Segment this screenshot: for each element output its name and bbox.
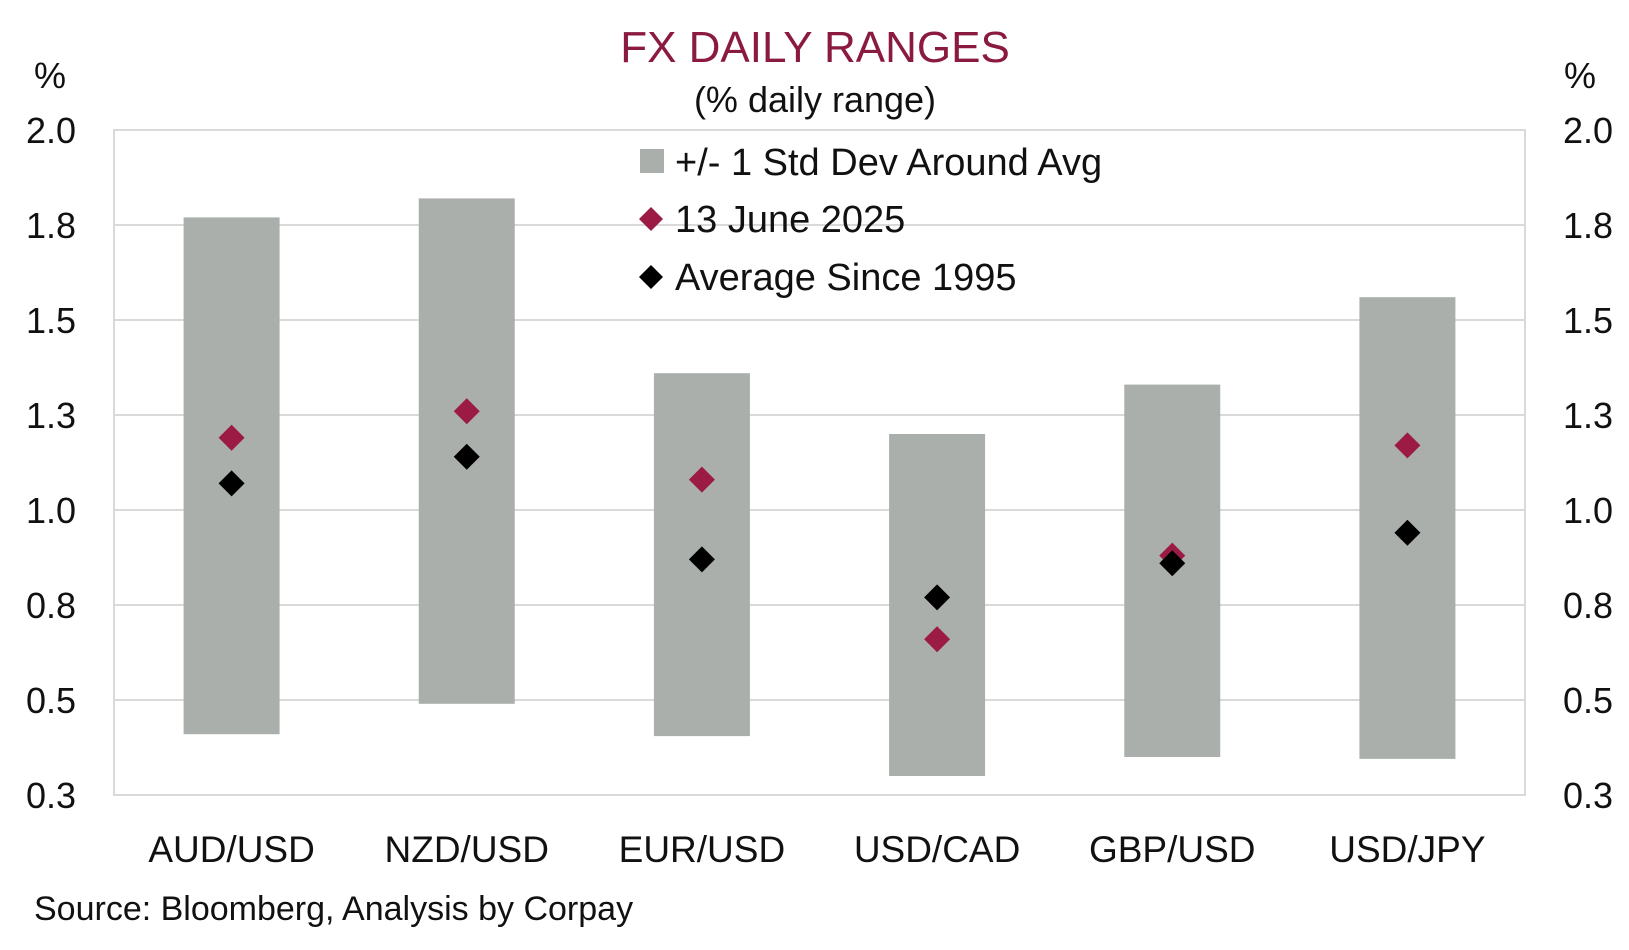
x-category-label: NZD/USD — [385, 829, 549, 870]
legend-label-average: Average Since 1995 — [675, 257, 1017, 299]
x-axis: AUD/USD NZD/USD EUR/USD USD/CAD GBP/USD USD/J… — [148, 829, 1485, 870]
y-tick-label-right: 1.5 — [1563, 300, 1613, 341]
marker-13-june-2025 — [453, 398, 480, 425]
plot-area-border — [113, 129, 1526, 796]
y-tick-label-left: 1.8 — [26, 205, 76, 246]
marker-average-since-1995 — [688, 546, 715, 573]
legend-label-june: 13 June 2025 — [675, 199, 905, 241]
marker-13-june-2025 — [1394, 432, 1421, 459]
y-axis-right: 0.3 0.5 0.8 1.0 1.3 1.5 1.8 2.0 — [1563, 110, 1613, 816]
y-tick-label-left: 0.3 — [26, 775, 76, 816]
x-category-label: USD/JPY — [1329, 829, 1485, 870]
y-tick-label-left: 1.3 — [26, 395, 76, 436]
x-category-label: AUD/USD — [148, 829, 315, 870]
marker-13-june-2025 — [218, 424, 245, 451]
marker-13-june-2025 — [688, 466, 715, 493]
y-tick-label-left: 1.0 — [26, 490, 76, 531]
x-category-label: USD/CAD — [854, 829, 1021, 870]
marker-average-since-1995 — [1159, 550, 1186, 577]
legend-label-range: +/- 1 Std Dev Around Avg — [675, 142, 1102, 184]
marker-average-since-1995 — [924, 584, 951, 611]
marker-13-june-2025 — [924, 626, 951, 653]
y-axis-left: 0.3 0.5 0.8 1.0 1.3 1.5 1.8 2.0 — [26, 110, 76, 816]
marker-average-since-1995 — [218, 470, 245, 497]
legend: +/- 1 Std Dev Around Avg 13 June 2025 Av… — [639, 142, 1102, 299]
y-tick-label-right: 0.8 — [1563, 585, 1613, 626]
markers — [218, 398, 1421, 653]
chart-title: FX DAILY RANGES — [620, 23, 1010, 72]
marker-average-since-1995 — [453, 443, 480, 470]
legend-swatch-average — [639, 265, 663, 289]
y-tick-label-left: 1.5 — [26, 300, 76, 341]
gridlines — [114, 224, 1525, 701]
y-tick-label-left: 2.0 — [26, 110, 76, 151]
legend-swatch-june — [639, 207, 663, 231]
y-tick-label-left: 0.5 — [26, 680, 76, 721]
y-axis-unit-right: % — [1564, 55, 1596, 96]
y-axis-unit-left: % — [34, 55, 66, 96]
x-category-label: GBP/USD — [1089, 829, 1256, 870]
y-tick-label-right: 1.0 — [1563, 490, 1613, 531]
x-category-label: EUR/USD — [619, 829, 786, 870]
y-tick-label-right: 2.0 — [1563, 110, 1613, 151]
marker-average-since-1995 — [1394, 519, 1421, 546]
range-bars — [183, 198, 1456, 776]
y-tick-label-right: 1.8 — [1563, 205, 1613, 246]
y-tick-label-right: 0.5 — [1563, 680, 1613, 721]
y-tick-label-left: 0.8 — [26, 585, 76, 626]
legend-swatch-range — [640, 149, 664, 173]
y-tick-label-right: 0.3 — [1563, 775, 1613, 816]
chart-subtitle: (% daily range) — [694, 79, 936, 120]
y-tick-label-right: 1.3 — [1563, 395, 1613, 436]
source-note: Source: Bloomberg, Analysis by Corpay — [34, 890, 633, 928]
